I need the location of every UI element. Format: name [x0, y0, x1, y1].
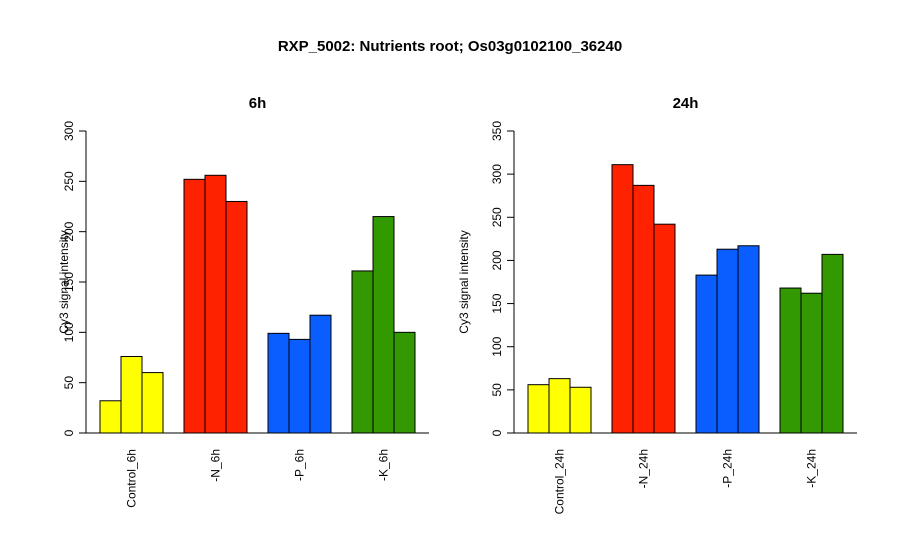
y-tick-label-6h-4: 200	[62, 221, 76, 241]
category-label-6h-2: -P_6h	[293, 449, 307, 481]
bar-24h-2-0	[695, 274, 718, 434]
y-tick-label-6h-2: 100	[62, 322, 76, 342]
bar-6h-3-2	[393, 331, 416, 434]
category-label-24h-0: Control_24h	[553, 449, 567, 514]
category-label-6h-0: Control_6h	[125, 449, 139, 508]
panel-24h: 24h Control_24h -N_24h -P_24h -K_24h 0 50 100 15…	[457, 95, 857, 514]
bar-24h-1-2	[653, 223, 676, 434]
bar-6h-3-0	[351, 270, 374, 434]
panel-24h-axis: 24h Control_24h -N_24h -P_24h -K_24h 0 50 100 15…	[457, 95, 857, 514]
category-label-24h-3: -K_24h	[805, 449, 819, 488]
y-tick-label-24h-4: 200	[490, 250, 504, 270]
bar-6h-2-2	[309, 314, 332, 434]
bar-6h-2-1	[288, 338, 311, 434]
category-label-6h-3: -K_6h	[377, 449, 391, 481]
y-tick-label-6h-1: 50	[62, 376, 76, 390]
bar-6h-3-1	[372, 216, 395, 434]
panel-6h-bars	[99, 174, 416, 434]
bar-6h-2-0	[267, 332, 290, 434]
bar-24h-0-0	[527, 384, 550, 434]
y-axis-label-6h: Cy3 signal intensity	[57, 230, 71, 333]
bar-24h-1-0	[611, 164, 634, 434]
bar-24h-0-1	[548, 378, 571, 434]
bar-24h-3-1	[800, 292, 823, 434]
category-label-24h-2: -P_24h	[721, 449, 735, 488]
bar-24h-3-0	[779, 287, 802, 434]
y-tick-label-6h-6: 300	[62, 121, 76, 141]
panel-6h-axis: 6h Control_6h -N_6h -P_6h -K_6h 0 50 100 150 200 2…	[57, 95, 429, 508]
y-tick-label-24h-6: 300	[490, 164, 504, 184]
bar-6h-1-0	[183, 178, 206, 434]
bar-6h-1-1	[204, 174, 227, 434]
panel-title-24h: 24h	[673, 95, 699, 112]
panel-6h: 6h Control_6h -N_6h -P_6h -K_6h 0 50 100 150 200 2…	[57, 95, 429, 508]
chart-title: RXP_5002: Nutrients root; Os03g0102100_3…	[277, 38, 623, 55]
bar-6h-1-2	[225, 200, 248, 434]
bar-24h-0-2	[569, 386, 592, 434]
panel-24h-bars	[527, 164, 844, 434]
bar-6h-0-2	[141, 372, 164, 434]
category-label-6h-1: -N_6h	[209, 449, 223, 482]
y-tick-label-24h-0: 0	[490, 429, 504, 436]
y-tick-label-24h-1: 50	[490, 383, 504, 397]
bar-24h-3-2	[821, 253, 844, 434]
y-tick-label-6h-0: 0	[62, 429, 76, 436]
y-tick-label-24h-5: 250	[490, 207, 504, 227]
y-tick-label-6h-5: 250	[62, 171, 76, 191]
y-tick-label-24h-7: 350	[490, 121, 504, 141]
bar-24h-2-2	[737, 245, 760, 434]
y-tick-label-6h-3: 150	[62, 272, 76, 292]
y-tick-label-24h-2: 100	[490, 336, 504, 356]
bar-24h-2-1	[716, 248, 739, 434]
y-axis-label-24h: Cy3 signal intensity	[457, 230, 471, 333]
panel-title-6h: 6h	[249, 95, 267, 112]
bar-24h-1-1	[632, 184, 655, 434]
y-tick-label-24h-3: 150	[490, 293, 504, 313]
bar-6h-0-1	[120, 355, 143, 434]
bar-6h-0-0	[99, 400, 122, 434]
category-label-24h-1: -N_24h	[637, 449, 651, 488]
